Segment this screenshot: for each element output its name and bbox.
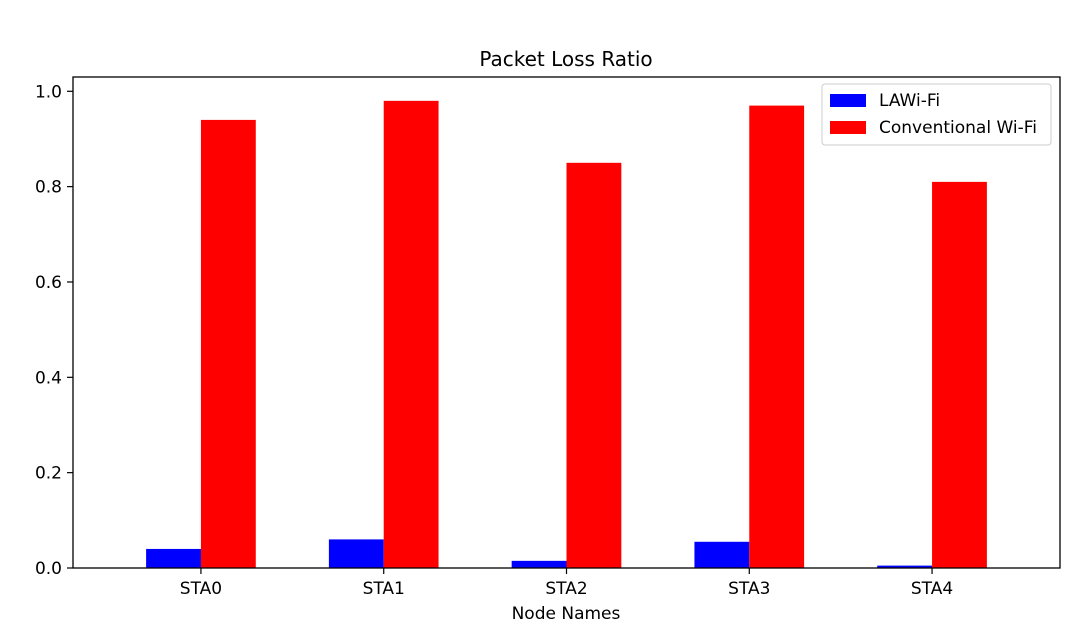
- y-tick-label: 0.8: [35, 178, 62, 198]
- x-axis: STA0 STA1 STA2 STA3 STA4: [180, 568, 953, 599]
- bar-conventional-wifi-sta0: [200, 119, 256, 568]
- x-tick-label-sta4: STA4: [911, 579, 953, 599]
- x-tick-label-sta0: STA0: [180, 579, 222, 599]
- x-tick-label-sta3: STA3: [728, 579, 770, 599]
- y-tick-label: 0.4: [35, 368, 62, 388]
- bar-conventional-wifi-sta3: [749, 105, 805, 569]
- bar-conventional-wifi-sta2: [566, 162, 622, 568]
- y-tick-label: 1.0: [35, 82, 62, 102]
- y-tick-label: 0.6: [35, 273, 62, 293]
- y-tick-label: 0.2: [35, 464, 62, 484]
- legend-label-lawifi: LAWi-Fi: [879, 91, 940, 111]
- plot-frame: [72, 76, 1061, 569]
- x-axis-label: Node Names: [512, 604, 621, 624]
- bar-lawifi-sta1: [328, 539, 384, 568]
- legend-label-conventional-wifi: Conventional Wi-Fi: [879, 118, 1037, 138]
- x-tick-label-sta1: STA1: [363, 579, 405, 599]
- legend-swatch-conventional-wifi: [830, 121, 866, 134]
- bar-conventional-wifi-sta1: [383, 100, 439, 568]
- legend-swatch-lawifi: [830, 94, 866, 107]
- bar-lawifi-sta4: [877, 565, 933, 568]
- x-tick-label-sta2: STA2: [545, 579, 587, 599]
- y-axis: 0.0 0.2 0.4 0.6 0.8 1.0: [35, 82, 73, 579]
- bars-layer: [146, 100, 987, 569]
- legend-frame: [821, 83, 1052, 146]
- bar-lawifi-sta3: [694, 541, 750, 568]
- y-tick-label: 0.0: [35, 559, 62, 579]
- bar-conventional-wifi-sta4: [932, 181, 987, 568]
- bar-lawifi-sta0: [146, 548, 201, 568]
- legend: LAWi-Fi Conventional Wi-Fi: [821, 83, 1052, 146]
- bar-lawifi-sta2: [511, 560, 567, 568]
- chart-title: Packet Loss Ratio: [479, 47, 652, 71]
